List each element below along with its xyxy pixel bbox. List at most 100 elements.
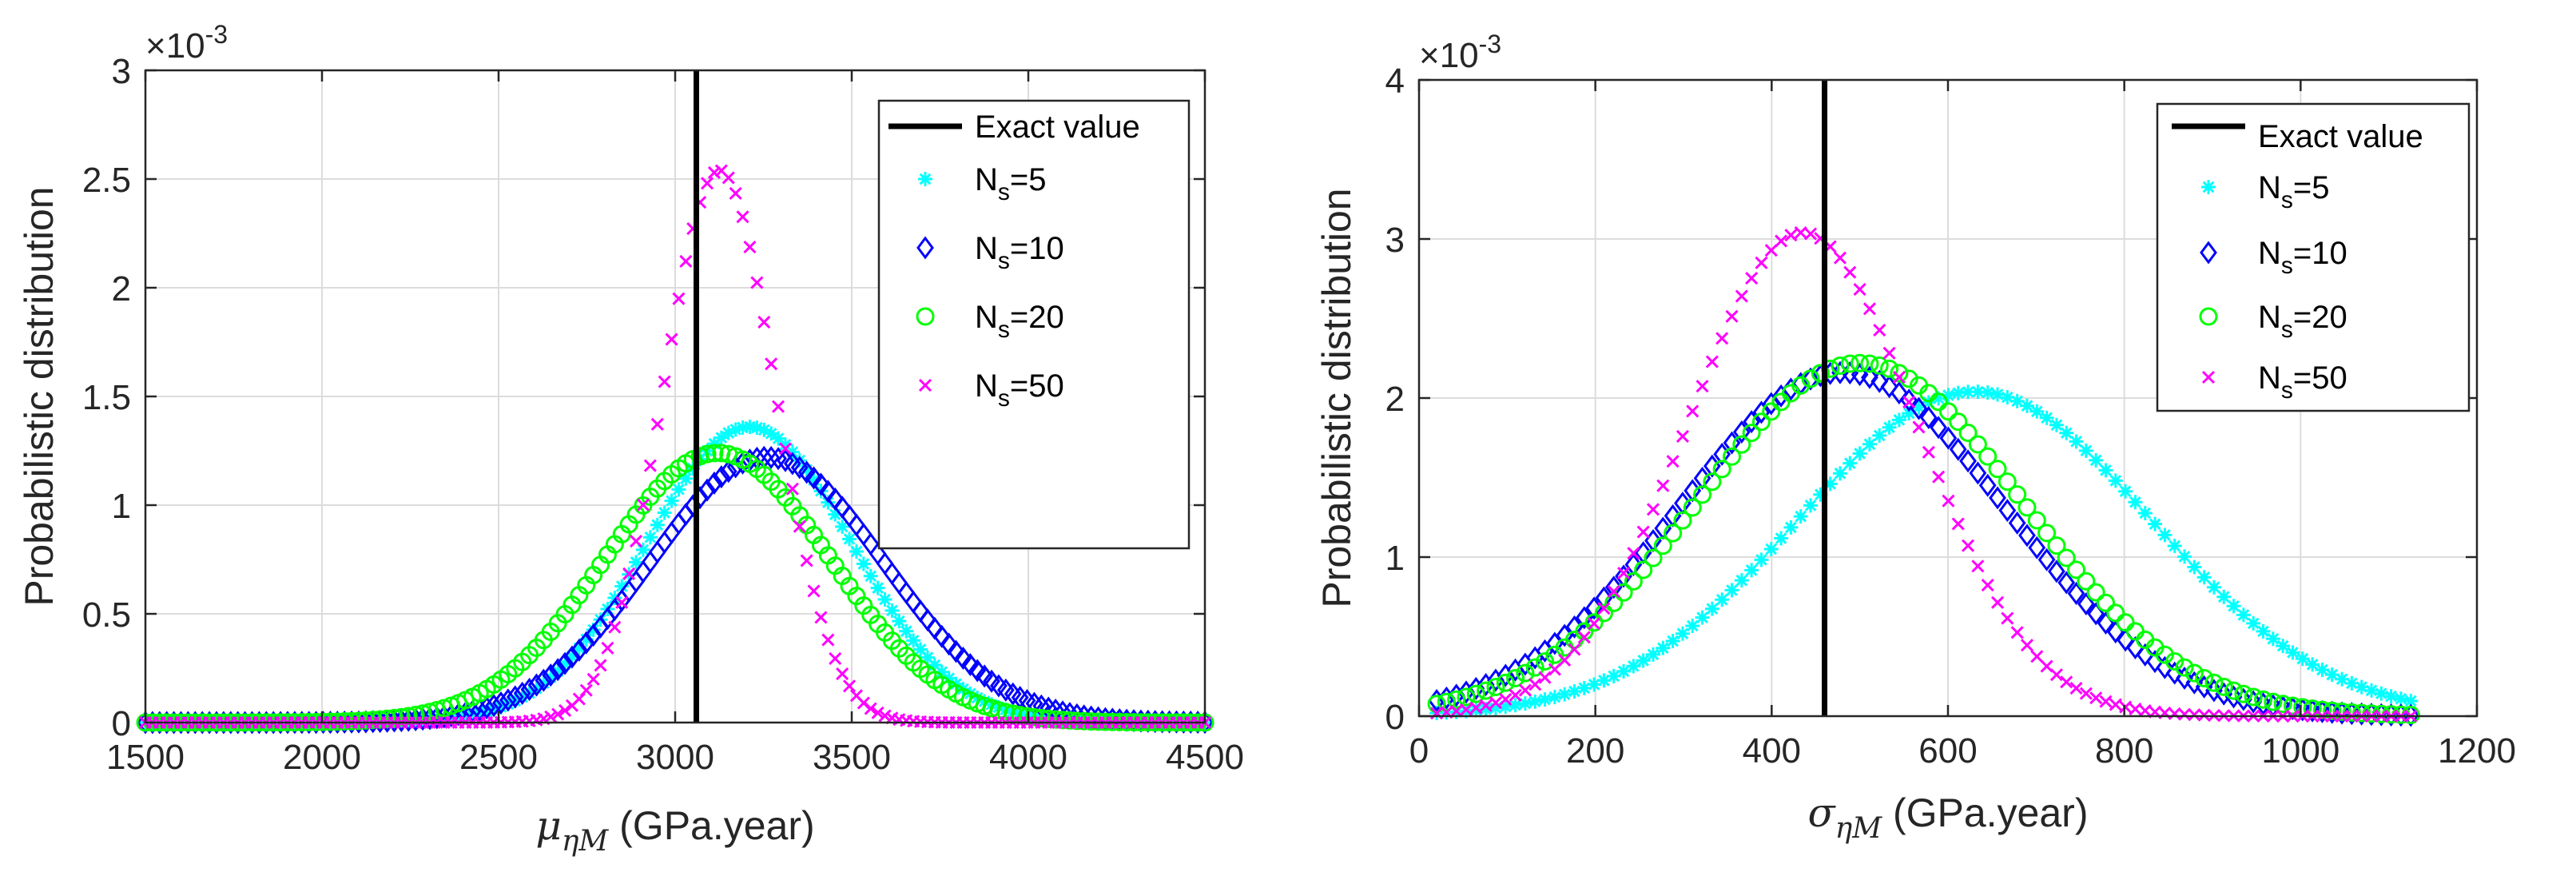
- data-point: [1843, 265, 1857, 279]
- data-point: [1506, 669, 1525, 688]
- data-point: [1938, 402, 1958, 421]
- data-point: [2165, 661, 2184, 685]
- data-point: [371, 710, 390, 729]
- data-point: [2089, 452, 2104, 468]
- data-point: [642, 530, 658, 545]
- data-point: [1732, 420, 1751, 444]
- data-point: [2285, 645, 2300, 660]
- data-point: [2018, 524, 2036, 548]
- y-axis-label: Probabilistic distribution: [17, 186, 62, 606]
- data-point: [2256, 623, 2271, 639]
- data-point: [2010, 626, 2024, 639]
- legend-label-n10: Ns=10: [2258, 236, 2347, 279]
- y-axis-label: Probabilistic distribution: [1314, 188, 1359, 607]
- data-point: [556, 651, 574, 675]
- data-point: [1959, 449, 1977, 473]
- data-point: [778, 442, 793, 456]
- data-point: [1968, 435, 1987, 454]
- data-point: [2295, 651, 2310, 667]
- data-point: [2196, 570, 2212, 585]
- data-point: [1732, 435, 1751, 454]
- data-point: [2109, 698, 2122, 711]
- data-point: [1939, 426, 1958, 450]
- data-point: [1990, 387, 2006, 402]
- data-point: [1764, 244, 1778, 257]
- ticks: [144, 69, 1207, 724]
- data-point: [1597, 602, 1611, 615]
- x-tick-label: 4000: [989, 738, 1067, 777]
- data-point: [594, 659, 607, 672]
- data-point: [506, 685, 524, 709]
- y-exponent: ×10-3: [1419, 30, 1501, 75]
- data-point: [1449, 704, 1463, 718]
- data-point: [1686, 404, 1699, 418]
- data-point: [954, 647, 972, 671]
- data-point: [1616, 567, 1631, 580]
- data-point: [2215, 682, 2233, 706]
- data-point: [1626, 659, 1641, 674]
- data-point: [1880, 359, 1899, 378]
- data-point: [1919, 406, 1938, 430]
- data-point: [622, 567, 636, 580]
- x-tick-label: 800: [2095, 731, 2153, 771]
- data-point: [719, 460, 737, 484]
- data-point: [947, 639, 965, 663]
- data-point: [698, 444, 717, 464]
- data-point: [2136, 643, 2154, 667]
- data-point: [1656, 479, 1670, 492]
- data-point: [1499, 692, 1513, 706]
- legend-marker-n20: [916, 307, 935, 326]
- legend-marker-shape: [2201, 180, 2216, 194]
- data-point: [1723, 447, 1742, 466]
- data-point: [1832, 466, 1847, 481]
- data-point: [1929, 392, 1948, 412]
- data-point: [2059, 425, 2074, 440]
- data-point: [1803, 227, 1818, 241]
- data-point: [2057, 571, 2076, 595]
- data-point: [870, 580, 885, 595]
- data-point: [1466, 684, 1485, 703]
- legend-label-n20: Ns=20: [2258, 300, 2347, 343]
- data-point: [1978, 473, 1997, 497]
- data-point: [629, 534, 643, 548]
- data-point: [1616, 663, 1632, 679]
- data-point: [570, 638, 588, 662]
- data-point: [1518, 683, 1532, 697]
- y-tick-label: 2.5: [82, 161, 131, 200]
- legend-marker-n50: [2201, 370, 2216, 384]
- data-point: [1584, 613, 1604, 632]
- data-point: [2129, 703, 2142, 716]
- data-point: [1734, 573, 1749, 588]
- data-point: [2096, 593, 2115, 612]
- data-point: [513, 681, 531, 705]
- data-point: [1457, 687, 1476, 707]
- data-point: [1754, 552, 1769, 567]
- legend: Exact value Ns=5 Ns=10 Ns=20 Ns=50: [2156, 102, 2471, 412]
- y-tick-label: 1: [112, 487, 131, 526]
- legend-marker-n10: [916, 236, 934, 260]
- x-axis-label: μηM (GPa.year): [535, 802, 814, 858]
- data-point: [2047, 536, 2066, 555]
- data-point: [762, 445, 781, 469]
- data-point: [1891, 412, 1906, 428]
- data-point: [1528, 694, 1543, 709]
- data-point: [664, 493, 679, 508]
- data-point: [1715, 332, 1729, 345]
- data-point: [601, 641, 614, 655]
- data-point: [1882, 346, 1896, 360]
- data-point: [940, 632, 958, 656]
- tick-labels: 0 200 400 600 800 1000 1200 0 1 2 3 4: [1385, 62, 2516, 771]
- data-point: [2008, 511, 2026, 535]
- data-point: [579, 683, 593, 697]
- data-point: [1607, 585, 1620, 599]
- y-tick-label: 4: [1385, 62, 1405, 101]
- data-point: [1774, 531, 1789, 546]
- data-point: [1833, 251, 1847, 265]
- data-point: [864, 702, 877, 715]
- data-point: [520, 677, 539, 701]
- data-point: [835, 519, 850, 534]
- data-point: [650, 417, 664, 431]
- data-point: [2001, 611, 2014, 625]
- data-point: [2030, 650, 2044, 663]
- data-point: [1989, 486, 2006, 510]
